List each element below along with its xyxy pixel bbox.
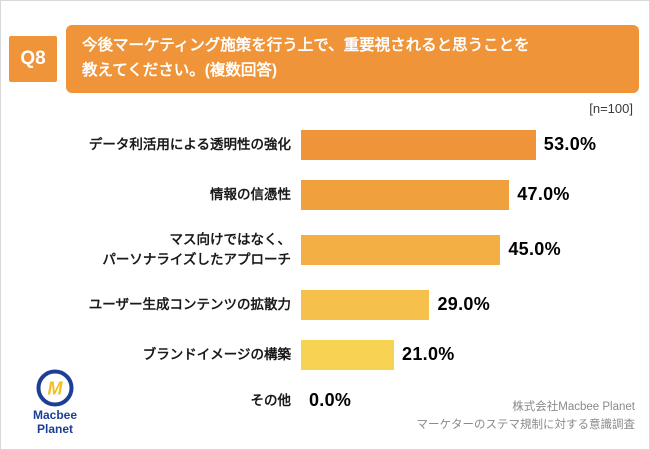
bar-chart: データ利活用による透明性の強化 53.0% 情報の信憑性 47.0% マス向けではなく、…: [1, 120, 649, 422]
source-survey-name: マーケターのステマ規制に対する意識調査: [416, 419, 636, 432]
bar-track: 47.0%: [301, 179, 649, 210]
value-label: 45.0%: [508, 239, 561, 260]
svg-text:M: M: [48, 379, 64, 399]
bar-track: 45.0%: [301, 234, 649, 265]
sample-size-note: [n=100]: [589, 100, 633, 116]
bar: [301, 289, 430, 320]
bar: [301, 129, 536, 160]
value-label: 47.0%: [517, 184, 570, 205]
chart-row: ブランドイメージの構築 21.0%: [1, 330, 649, 380]
source-credit: 株式会社Macbee Planet マーケターのステマ規制に対する意識調査: [417, 399, 636, 435]
value-label: 29.0%: [437, 294, 491, 315]
bar: [301, 234, 501, 265]
company-logo: M Macbee Planet: [23, 369, 87, 437]
chart-row: マス向けではなく、 パーソナライズしたアプローチ 45.0%: [1, 220, 649, 280]
category-label: ユーザー生成コンテンツの拡散力: [88, 296, 291, 312]
chart-row: データ利活用による透明性の強化 53.0%: [1, 120, 649, 170]
category-label: データ利活用による透明性の強化: [88, 136, 291, 152]
category-label: ブランドイメージの構築: [142, 346, 291, 362]
bar-track: 0.0%: [301, 390, 649, 411]
value-label: 0.0%: [309, 390, 352, 411]
source-company: 株式会社Macbee Planet: [512, 401, 635, 414]
chart-row: 情報の信憑性 47.0%: [1, 170, 649, 220]
category-label: 情報の信憑性: [210, 186, 291, 202]
chart-row: その他 0.0%: [1, 380, 649, 422]
bar-track: 29.0%: [301, 289, 649, 320]
category-label: マス向けではなく、 パーソナライズしたアプローチ: [102, 232, 291, 267]
bar-track: 21.0%: [301, 339, 649, 370]
value-label: 21.0%: [402, 344, 455, 365]
chart-row: ユーザー生成コンテンツの拡散力 29.0%: [1, 280, 649, 330]
category-label: その他: [250, 392, 292, 408]
bar: [301, 179, 510, 210]
macbee-planet-logo-icon: M: [36, 369, 74, 407]
bar-track: 53.0%: [301, 129, 649, 160]
bar: [301, 339, 395, 370]
question-title: 今後マーケティング施策を行う上で、重要視されると思うことを 教えてください。(複…: [66, 25, 639, 93]
value-label: 53.0%: [543, 134, 597, 155]
logo-text-line2: Planet: [36, 422, 73, 437]
question-number-badge: Q8: [9, 35, 57, 82]
logo-text-line1: Macbee: [32, 408, 78, 423]
question-header: Q8 今後マーケティング施策を行う上で、重要視されると思うことを 教えてください…: [9, 25, 639, 93]
